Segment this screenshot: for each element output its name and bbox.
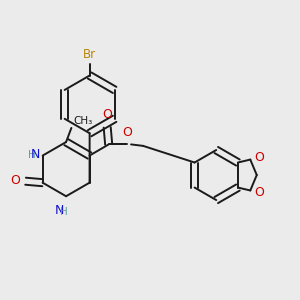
Text: O: O <box>122 126 132 140</box>
Text: N: N <box>31 148 40 161</box>
Text: N: N <box>55 204 64 217</box>
Text: H: H <box>28 150 36 160</box>
Text: O: O <box>11 174 20 187</box>
Text: O: O <box>254 186 264 199</box>
Text: H: H <box>60 207 68 218</box>
Text: Br: Br <box>83 48 96 62</box>
Text: O: O <box>102 108 112 121</box>
Text: O: O <box>254 151 264 164</box>
Text: CH₃: CH₃ <box>74 116 93 126</box>
